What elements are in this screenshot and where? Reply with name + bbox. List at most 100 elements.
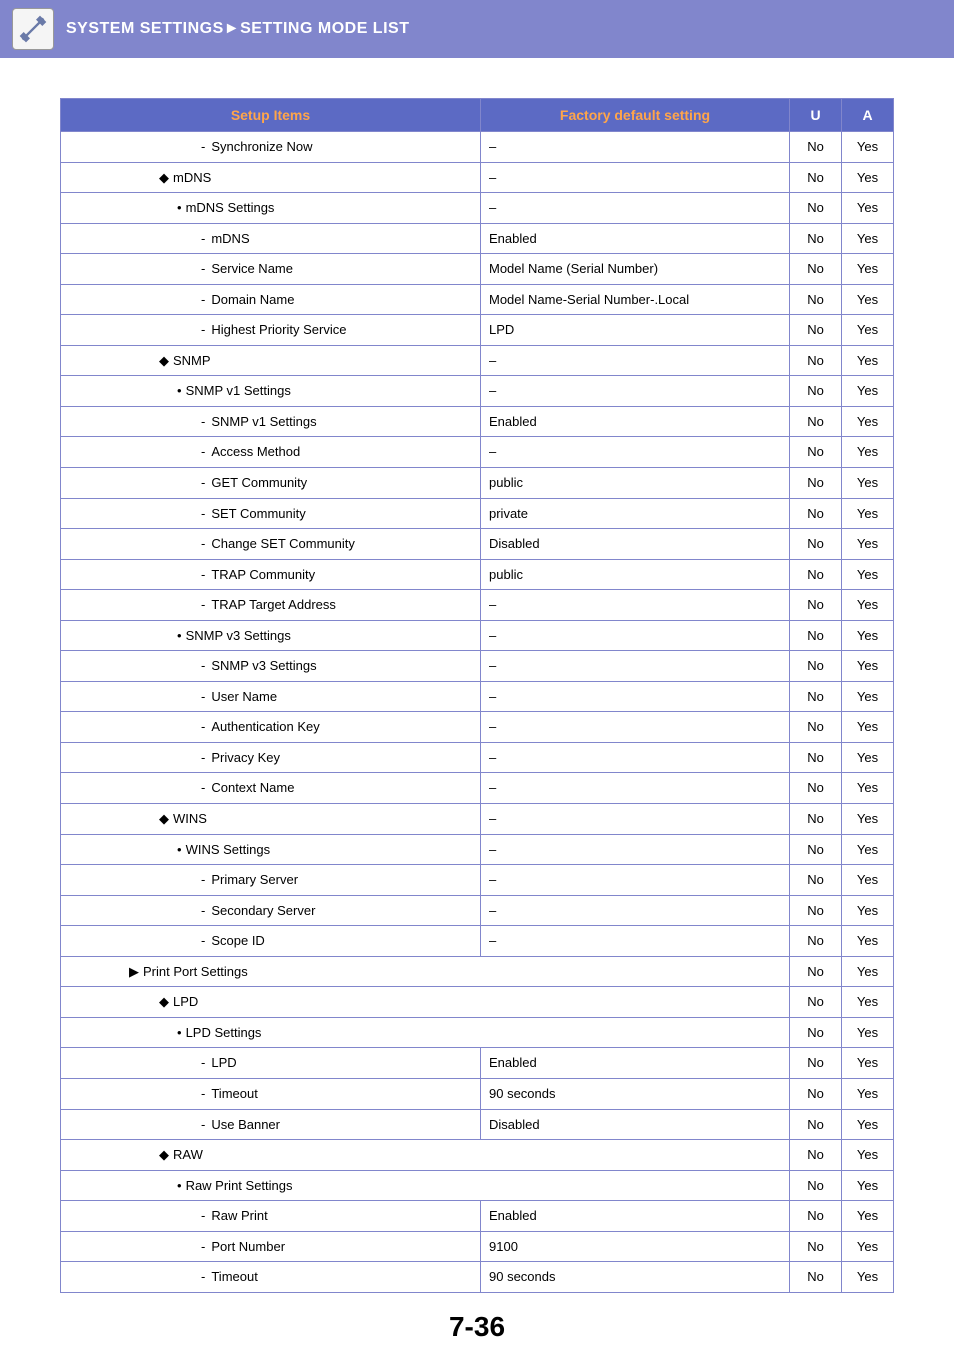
setup-item-cell: SNMP	[61, 345, 481, 376]
u-cell: No	[790, 345, 842, 376]
u-cell: No	[790, 559, 842, 590]
setup-item-label: Raw Print	[69, 1207, 268, 1225]
col-u: U	[790, 99, 842, 132]
table-row: SNMP v1 SettingsEnabledNoYes	[61, 406, 894, 437]
table-row: Highest Priority ServiceLPDNoYes	[61, 315, 894, 346]
table-row: SET CommunityprivateNoYes	[61, 498, 894, 529]
setup-item-cell: Domain Name	[61, 284, 481, 315]
table-row: Use BannerDisabledNoYes	[61, 1109, 894, 1140]
setup-item-cell: mDNS	[61, 162, 481, 193]
table-row: TRAP Target Address–NoYes	[61, 590, 894, 621]
table-row: mDNS Settings–NoYes	[61, 193, 894, 224]
col-setup: Setup Items	[61, 99, 481, 132]
setup-item-cell: SNMP v3 Settings	[61, 651, 481, 682]
default-cell: –	[481, 376, 790, 407]
setup-item-cell: mDNS	[61, 223, 481, 254]
setup-item-label: Context Name	[69, 779, 294, 797]
default-cell: –	[481, 834, 790, 865]
a-cell: Yes	[842, 437, 894, 468]
u-cell: No	[790, 651, 842, 682]
default-cell: –	[481, 804, 790, 835]
a-cell: Yes	[842, 1017, 894, 1048]
content-area: Setup Items Factory default setting U A …	[0, 58, 954, 1367]
table-row: Authentication Key–NoYes	[61, 712, 894, 743]
table-row: Synchronize Now–NoYes	[61, 132, 894, 163]
setup-item-cell: Timeout	[61, 1262, 481, 1293]
u-cell: No	[790, 1201, 842, 1232]
setup-item-cell: User Name	[61, 681, 481, 712]
table-row: Change SET CommunityDisabledNoYes	[61, 529, 894, 560]
setup-item-cell: LPD	[61, 1048, 481, 1079]
table-row: SNMP v1 Settings–NoYes	[61, 376, 894, 407]
u-cell: No	[790, 1017, 842, 1048]
a-cell: Yes	[842, 345, 894, 376]
setup-item-cell: Change SET Community	[61, 529, 481, 560]
a-cell: Yes	[842, 315, 894, 346]
setup-item-cell: Access Method	[61, 437, 481, 468]
a-cell: Yes	[842, 193, 894, 224]
u-cell: No	[790, 468, 842, 499]
a-cell: Yes	[842, 132, 894, 163]
default-cell: Model Name-Serial Number-.Local	[481, 284, 790, 315]
setup-item-label: SNMP	[69, 352, 211, 370]
a-cell: Yes	[842, 865, 894, 896]
table-row: Port Number9100NoYes	[61, 1231, 894, 1262]
u-cell: No	[790, 315, 842, 346]
setup-item-cell: Secondary Server	[61, 895, 481, 926]
table-row: Timeout90 secondsNoYes	[61, 1078, 894, 1109]
setup-item-label: Scope ID	[69, 932, 265, 950]
a-cell: Yes	[842, 742, 894, 773]
u-cell: No	[790, 376, 842, 407]
setup-item-cell: Timeout	[61, 1078, 481, 1109]
table-row: Primary Server–NoYes	[61, 865, 894, 896]
setup-item-cell: Synchronize Now	[61, 132, 481, 163]
default-cell: –	[481, 590, 790, 621]
a-cell: Yes	[842, 773, 894, 804]
setup-item-cell: TRAP Community	[61, 559, 481, 590]
a-cell: Yes	[842, 804, 894, 835]
setup-item-label: Synchronize Now	[69, 138, 313, 156]
setup-item-label: LPD	[69, 993, 198, 1011]
default-cell: public	[481, 468, 790, 499]
default-cell: Enabled	[481, 223, 790, 254]
a-cell: Yes	[842, 1262, 894, 1293]
table-header-row: Setup Items Factory default setting U A	[61, 99, 894, 132]
u-cell: No	[790, 529, 842, 560]
table-row: User Name–NoYes	[61, 681, 894, 712]
setup-item-cell: LPD	[61, 987, 790, 1018]
default-cell: Model Name (Serial Number)	[481, 254, 790, 285]
setup-item-label: Port Number	[69, 1238, 285, 1256]
setup-item-cell: SNMP v1 Settings	[61, 406, 481, 437]
a-cell: Yes	[842, 1109, 894, 1140]
table-row: Domain NameModel Name-Serial Number-.Loc…	[61, 284, 894, 315]
table-row: WINS–NoYes	[61, 804, 894, 835]
setup-item-cell: Privacy Key	[61, 742, 481, 773]
default-cell: Enabled	[481, 1048, 790, 1079]
setup-item-cell: Context Name	[61, 773, 481, 804]
a-cell: Yes	[842, 895, 894, 926]
u-cell: No	[790, 223, 842, 254]
setup-item-label: RAW	[69, 1146, 203, 1164]
setup-item-label: GET Community	[69, 474, 307, 492]
col-a: A	[842, 99, 894, 132]
u-cell: No	[790, 254, 842, 285]
setup-item-label: SNMP v1 Settings	[69, 382, 291, 400]
setup-item-cell: LPD Settings	[61, 1017, 790, 1048]
table-row: RAWNoYes	[61, 1140, 894, 1171]
default-cell: –	[481, 193, 790, 224]
setup-item-cell: RAW	[61, 1140, 790, 1171]
u-cell: No	[790, 1078, 842, 1109]
setup-item-label: LPD	[69, 1054, 237, 1072]
u-cell: No	[790, 865, 842, 896]
table-row: mDNSEnabledNoYes	[61, 223, 894, 254]
table-row: GET CommunitypublicNoYes	[61, 468, 894, 499]
setup-item-label: Service Name	[69, 260, 293, 278]
table-row: Timeout90 secondsNoYes	[61, 1262, 894, 1293]
setup-item-cell: Highest Priority Service	[61, 315, 481, 346]
table-row: LPDEnabledNoYes	[61, 1048, 894, 1079]
setup-item-label: SNMP v3 Settings	[69, 657, 317, 675]
default-cell: –	[481, 865, 790, 896]
default-cell: –	[481, 162, 790, 193]
table-row: Access Method–NoYes	[61, 437, 894, 468]
a-cell: Yes	[842, 926, 894, 957]
